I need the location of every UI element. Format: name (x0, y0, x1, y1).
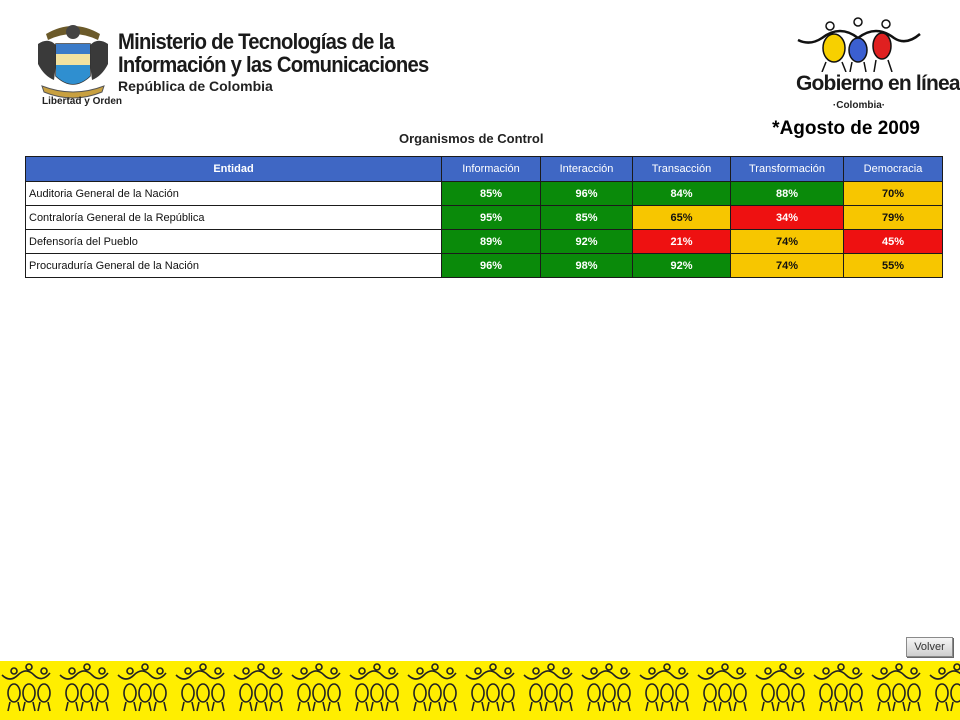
score-cell: 21% (632, 229, 731, 254)
score-cell: 85% (540, 205, 633, 230)
three-people-figures-icon (797, 17, 921, 72)
ministry-motto: Libertad y Orden (42, 96, 123, 107)
score-cell: 74% (730, 229, 844, 254)
score-cell: 92% (540, 229, 633, 254)
entity-name: Defensoría del Pueblo (25, 229, 442, 254)
table-header-row: Entidad Información Interacción Transacc… (25, 156, 943, 182)
score-cell: 95% (441, 205, 541, 230)
column-header-transaccion: Transacción (632, 156, 731, 182)
ministry-name-line2: Información y las Comunicaciones (118, 52, 429, 77)
score-cell: 55% (843, 253, 943, 278)
table-row: Defensoría del Pueblo 89% 92% 21% 74% 45… (25, 229, 943, 254)
colombia-coat-of-arms-icon (38, 25, 108, 99)
results-table: Entidad Información Interacción Transacc… (25, 156, 943, 278)
column-header-transformacion: Transformación (730, 156, 844, 182)
ministry-name-line1: Ministerio de Tecnologías de la (118, 29, 395, 54)
people-figures-pattern-icon (0, 661, 960, 720)
score-cell: 92% (632, 253, 731, 278)
back-button[interactable]: Volver (906, 637, 953, 657)
ministry-logo: Libertad y Orden Ministerio de Tecnologí… (36, 20, 429, 114)
ministry-subtitle: República de Colombia (118, 78, 273, 94)
table-row: Procuraduría General de la Nación 96% 98… (25, 253, 943, 278)
table-row: Contraloría General de la República 95% … (25, 205, 943, 230)
score-cell: 88% (730, 181, 844, 206)
gel-subtitle: ·Colombia· (832, 100, 886, 111)
score-cell: 65% (632, 205, 731, 230)
report-date: *Agosto de 2009 (772, 118, 920, 139)
score-cell: 34% (730, 205, 844, 230)
score-cell: 79% (843, 205, 943, 230)
score-cell: 74% (730, 253, 844, 278)
column-header-entidad: Entidad (25, 156, 442, 182)
section-title: Organismos de Control (399, 131, 544, 146)
entity-name: Procuraduría General de la Nación (25, 253, 442, 278)
column-header-interaccion: Interacción (540, 156, 633, 182)
column-header-informacion: Información (441, 156, 541, 182)
score-cell: 89% (441, 229, 541, 254)
score-cell: 45% (843, 229, 943, 254)
score-cell: 98% (540, 253, 633, 278)
footer-band (0, 661, 960, 720)
gobierno-en-linea-logo: Gobierno en línea ·Colombia· (796, 16, 960, 116)
score-cell: 96% (441, 253, 541, 278)
score-cell: 85% (441, 181, 541, 206)
score-cell: 70% (843, 181, 943, 206)
column-header-democracia: Democracia (843, 156, 943, 182)
gel-title: Gobierno en línea (796, 72, 960, 95)
ministry-name: Ministerio de Tecnologías de la Informac… (118, 30, 456, 94)
table-row: Auditoria General de la Nación 85% 96% 8… (25, 181, 943, 206)
score-cell: 84% (632, 181, 731, 206)
entity-name: Contraloría General de la República (25, 205, 442, 230)
score-cell: 96% (540, 181, 633, 206)
entity-name: Auditoria General de la Nación (25, 181, 442, 206)
